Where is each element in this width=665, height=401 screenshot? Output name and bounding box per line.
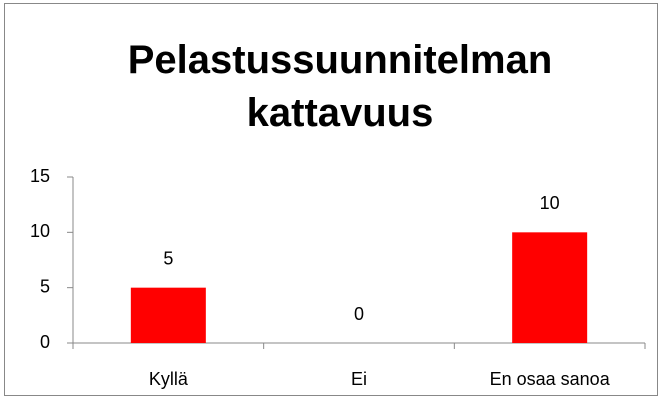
y-tick-label: 10: [30, 221, 50, 241]
chart-title: Pelastussuunnitelman kattavuus: [127, 38, 553, 135]
data-label: 0: [354, 304, 364, 324]
chart-border: [4, 3, 658, 396]
x-tick-label: Ei: [351, 369, 367, 389]
x-tick-label: En osaa sanoa: [490, 369, 611, 389]
y-tick-label: 15: [30, 166, 50, 186]
data-label: 5: [163, 248, 173, 268]
bar: [512, 232, 588, 343]
x-tick-label: Kyllä: [149, 369, 189, 389]
bar: [130, 287, 206, 343]
y-tick-label: 5: [40, 276, 50, 296]
data-label: 10: [540, 193, 560, 213]
y-tick-label: 0: [40, 332, 50, 352]
